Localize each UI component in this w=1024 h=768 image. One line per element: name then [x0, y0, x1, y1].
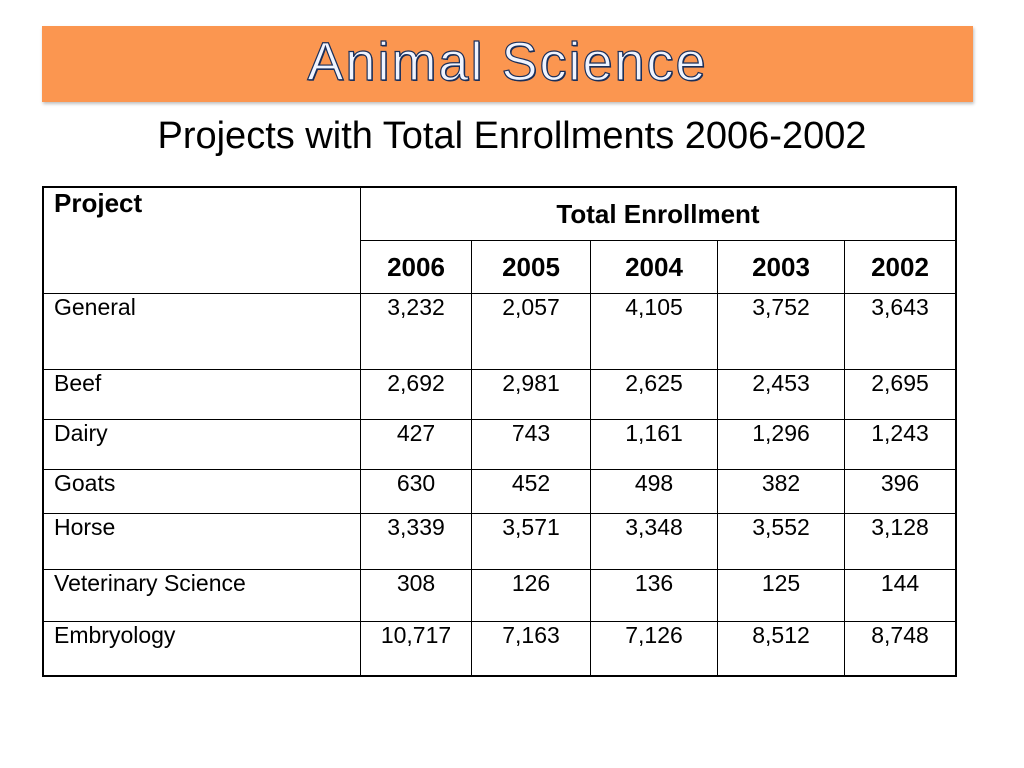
table-row: Dairy 427 743 1,161 1,296 1,243: [42, 419, 957, 470]
enrollment-value: 630: [360, 469, 472, 514]
enrollment-value: 3,128: [844, 513, 957, 570]
enrollment-value: 136: [590, 569, 718, 622]
enrollment-value: 2,625: [590, 369, 718, 420]
table-row: Veterinary Science 308 126 136 125 144: [42, 569, 957, 622]
enrollment-value: 396: [844, 469, 957, 514]
enrollment-value: 144: [844, 569, 957, 622]
enrollment-value: 2,981: [471, 369, 591, 420]
enrollment-value: 427: [360, 419, 472, 470]
enrollment-value: 2,453: [717, 369, 845, 420]
enrollment-value: 8,748: [844, 621, 957, 676]
enrollment-value: 3,643: [844, 293, 957, 370]
project-name: General: [42, 293, 361, 370]
year-header: 2006: [360, 240, 472, 294]
table-row: Beef 2,692 2,981 2,625 2,453 2,695: [42, 369, 957, 420]
project-name: Embryology: [42, 621, 361, 676]
enrollment-value: 8,512: [717, 621, 845, 676]
slide-subtitle: Projects with Total Enrollments 2006-200…: [157, 115, 867, 157]
project-name: Veterinary Science: [42, 569, 361, 622]
project-name: Horse: [42, 513, 361, 570]
project-name: Dairy: [42, 419, 361, 470]
enrollment-value: 126: [471, 569, 591, 622]
enrollment-value: 4,105: [590, 293, 718, 370]
enrollment-value: 3,348: [590, 513, 718, 570]
title-banner: Animal Science: [42, 26, 973, 102]
year-header: 2002: [844, 240, 957, 294]
enrollment-value: 3,571: [471, 513, 591, 570]
enrollment-value: 382: [717, 469, 845, 514]
enrollment-table: Project Total Enrollment 2006 2005 2004 …: [42, 186, 957, 677]
year-header: 2005: [471, 240, 591, 294]
table-header-row: Project Total Enrollment: [42, 186, 957, 294]
total-enrollment-header: Total Enrollment: [360, 186, 957, 241]
project-name: Beef: [42, 369, 361, 420]
table-row: General 3,232 2,057 4,105 3,752 3,643: [42, 293, 957, 370]
enrollment-value: 10,717: [360, 621, 472, 676]
enrollment-value: 7,126: [590, 621, 718, 676]
project-column-header: Project: [42, 186, 361, 294]
enrollment-value: 3,232: [360, 293, 472, 370]
enrollment-value: 7,163: [471, 621, 591, 676]
year-header: 2004: [590, 240, 718, 294]
enrollment-value: 3,339: [360, 513, 472, 570]
enrollment-value: 308: [360, 569, 472, 622]
table-row: Horse 3,339 3,571 3,348 3,552 3,128: [42, 513, 957, 570]
year-header: 2003: [717, 240, 845, 294]
enrollment-value: 452: [471, 469, 591, 514]
enrollment-value: 2,692: [360, 369, 472, 420]
table-row: Goats 630 452 498 382 396: [42, 469, 957, 514]
enrollment-value: 2,695: [844, 369, 957, 420]
enrollment-value: 1,161: [590, 419, 718, 470]
table-row: Embryology 10,717 7,163 7,126 8,512 8,74…: [42, 621, 957, 676]
enrollment-value: 3,552: [717, 513, 845, 570]
enrollment-value: 3,752: [717, 293, 845, 370]
enrollment-value: 2,057: [471, 293, 591, 370]
enrollment-value: 743: [471, 419, 591, 470]
enrollment-value: 1,243: [844, 419, 957, 470]
enrollment-value: 125: [717, 569, 845, 622]
project-name: Goats: [42, 469, 361, 514]
banner-title: Animal Science: [307, 32, 708, 92]
enrollment-value: 498: [590, 469, 718, 514]
enrollment-value: 1,296: [717, 419, 845, 470]
